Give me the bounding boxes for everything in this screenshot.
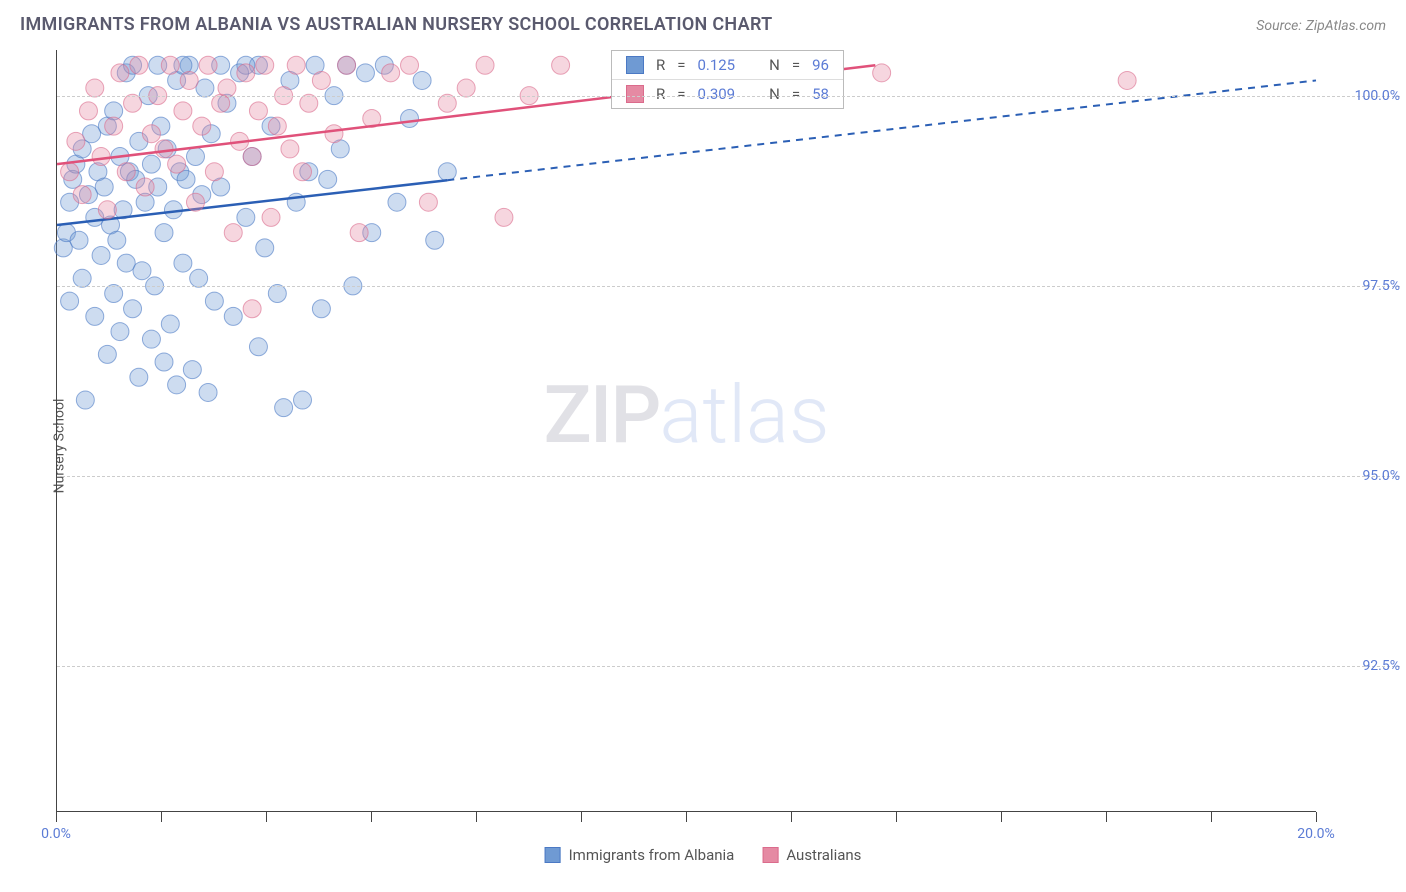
stats-r-label: R — [656, 56, 665, 74]
legend-label-2: Australians — [786, 846, 861, 864]
source-name: ZipAtlas.com — [1306, 18, 1386, 34]
chart-title: IMMIGRANTS FROM ALBANIA VS AUSTRALIAN NU… — [20, 14, 772, 35]
stats-row-1: R = 0.125 N = 96 — [612, 51, 843, 80]
legend-swatch-1 — [545, 847, 561, 863]
stats-swatch-1 — [626, 56, 644, 74]
stats-eq: = — [677, 85, 685, 103]
chart-area: ZIPatlas R = 0.125 N = 96 R = 0.309 N = … — [56, 50, 1316, 812]
source: Source: ZipAtlas.com — [1256, 15, 1386, 34]
bottom-legend: Immigrants from Albania Australians — [545, 846, 862, 864]
stats-eq: = — [792, 56, 800, 74]
legend-label-1: Immigrants from Albania — [569, 846, 735, 864]
legend-item-2: Australians — [762, 846, 861, 864]
x-tick-label: 0.0% — [41, 826, 71, 842]
stats-eq: = — [792, 85, 800, 103]
stats-r-value-2: 0.309 — [697, 85, 735, 103]
stats-swatch-2 — [626, 85, 644, 103]
stats-n-value-1: 96 — [812, 56, 829, 74]
stats-row-2: R = 0.309 N = 58 — [612, 80, 843, 108]
y-tick-label: 95.0% — [1330, 468, 1400, 484]
y-tick-label: 100.0% — [1330, 88, 1400, 104]
source-label: Source: — [1256, 18, 1301, 34]
stats-n-label: N — [769, 85, 780, 103]
y-tick-label: 92.5% — [1330, 658, 1400, 674]
stats-r-value-1: 0.125 — [697, 56, 735, 74]
stats-n-label: N — [769, 56, 780, 74]
x-tick-label: 20.0% — [1297, 826, 1335, 842]
legend-item-1: Immigrants from Albania — [545, 846, 735, 864]
stats-n-value-2: 58 — [812, 85, 829, 103]
legend-swatch-2 — [762, 847, 778, 863]
stats-r-label: R — [656, 85, 665, 103]
stats-eq: = — [677, 56, 685, 74]
y-tick-label: 97.5% — [1330, 278, 1400, 294]
scatter-plot — [57, 50, 1316, 811]
stats-legend-box: R = 0.125 N = 96 R = 0.309 N = 58 — [611, 50, 844, 109]
